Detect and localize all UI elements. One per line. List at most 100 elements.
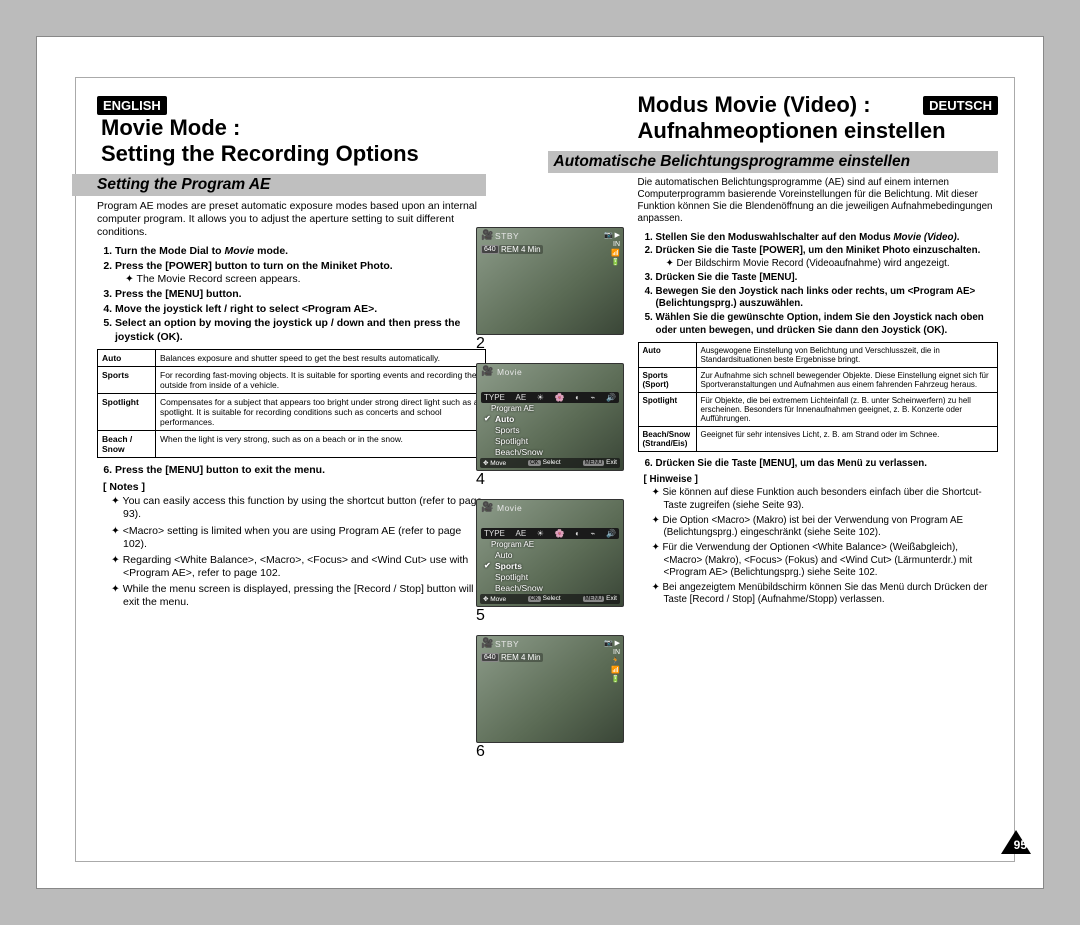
step2-sub: Der Bildschirm Movie Record (Videoaufnah…	[656, 258, 999, 271]
menu-items: AutoSportsSpotlightBeach/Snow	[481, 550, 619, 594]
camera-icon: 🎥	[481, 502, 493, 513]
camera-icon: 🎥	[481, 230, 493, 241]
camera-icon: 🎥	[481, 366, 493, 377]
mode-desc: Für Objekte, die bei extremem Lichteinfa…	[696, 392, 998, 426]
title-line2: Aufnahmeoptionen einstellen	[638, 118, 946, 143]
menu-overlay: TYPEAE☀🌸◐⌁🔊 Program AE AutoSportsSpotlig…	[481, 528, 619, 594]
right-osd-icons: 📷 ▶IN📶🔋	[604, 231, 620, 267]
menu-iconbar: TYPEAE☀🌸◐⌁🔊	[481, 392, 619, 403]
step2: Drücken Sie die Taste [POWER], um den Mi…	[656, 245, 999, 270]
menu-item: Spotlight	[481, 436, 619, 447]
ae-icon: AE	[516, 393, 527, 402]
note-item: Regarding <White Balance>, <Macro>, <Foc…	[111, 554, 486, 580]
subtitle-de: Automatische Belichtungsprogramme einste…	[554, 153, 911, 170]
fig-num-2: 2	[476, 335, 620, 353]
step1: Stellen Sie den Moduswahlschalter auf de…	[656, 232, 999, 245]
mode-desc: Balances exposure and shutter speed to g…	[156, 349, 486, 366]
right-osd-icons: 📷 ▶IN🏃📶🔋	[604, 639, 620, 684]
ae-icon: AE	[516, 529, 527, 538]
movie-label: Movie	[497, 367, 522, 377]
mode-name: Spotlight	[638, 392, 696, 426]
page-number: 95	[1014, 838, 1027, 852]
mode-desc: When the light is very strong, such as o…	[156, 430, 486, 457]
table-row: Beach / SnowWhen the light is very stron…	[98, 430, 486, 457]
note-item: <Macro> setting is limited when you are …	[111, 525, 486, 551]
note-item: While the menu screen is displayed, pres…	[111, 583, 486, 609]
notes-en: You can easily access this function by u…	[97, 495, 486, 609]
table-row: SpotlightFür Objekte, die bei extremem L…	[638, 392, 998, 426]
step2-sub: The Movie Record screen appears.	[115, 273, 486, 287]
menu-item: Auto	[481, 414, 619, 425]
menu-title: Program AE	[491, 540, 619, 549]
title-line1: Modus Movie (Video) :	[638, 92, 871, 117]
table-row: Beach/Snow (Strand/Eis)Geeignet für sehr…	[638, 426, 998, 451]
menu-item: Beach/Snow	[481, 447, 619, 458]
step3: Drücken Sie die Taste [MENU].	[656, 272, 999, 285]
mode-desc: Compensates for a subject that appears t…	[156, 393, 486, 430]
fig-num-5: 5	[476, 607, 620, 625]
mode-desc: For recording fast-moving objects. It is…	[156, 366, 486, 393]
menu-item: Auto	[481, 550, 619, 561]
rem-label: REM 4 Min	[499, 653, 543, 662]
steps-de-cont: Drücken Sie die Taste [MENU], um das Men…	[638, 458, 999, 471]
notes-de: Sie können auf diese Funktion auch beson…	[638, 487, 999, 606]
stby-label: STBY	[495, 639, 519, 649]
step6: Press the [MENU] button to exit the menu…	[115, 464, 486, 478]
table-row: AutoAusgewogene Einstellung von Belichtu…	[638, 342, 998, 367]
mode-name: Auto	[638, 342, 696, 367]
figure-5: 🎥 Movie TYPEAE☀🌸◐⌁🔊 Program AE AutoSport…	[476, 499, 620, 625]
camera-icon: 🎥	[481, 638, 493, 649]
menu-bottom-bar: ✥ Move OK Select MENU Exit	[480, 594, 620, 604]
subtitle-row-en: Setting the Program AE	[72, 174, 486, 196]
stby-label: STBY	[495, 231, 519, 241]
menu-overlay: TYPEAE☀🌸◐⌁🔊 Program AE AutoSportsSpotlig…	[481, 392, 619, 458]
notes-hdr-de: [ Hinweise ]	[644, 474, 999, 485]
title-line2: Setting the Recording Options	[101, 141, 419, 166]
mode-desc: Zur Aufnahme sich schnell bewegender Obj…	[696, 367, 998, 392]
figure-2: 🎥 STBY 640 REM 4 Min 📷 ▶IN📶🔋 2	[476, 227, 620, 353]
fig-num-4: 4	[476, 471, 620, 489]
notes-hdr-en: [ Notes ]	[103, 481, 486, 493]
step5: Wählen Sie die gewünschte Option, indem …	[656, 312, 999, 337]
menu-item: Sports	[481, 425, 619, 436]
menu-iconbar: TYPEAE☀🌸◐⌁🔊	[481, 528, 619, 539]
mode-name: Beach / Snow	[98, 430, 156, 457]
menu-item: Beach/Snow	[481, 583, 619, 594]
figure-6: 🎥 STBY 640 REM 4 Min 📷 ▶IN🏃📶🔋 6	[476, 635, 620, 761]
menu-items: AutoSportsSpotlightBeach/Snow	[481, 414, 619, 458]
step1: Turn the Mode Dial to Movie mode.	[115, 245, 486, 259]
modes-table-de: AutoAusgewogene Einstellung von Belichtu…	[638, 342, 999, 452]
mode-desc: Geeignet für sehr intensives Licht, z. B…	[696, 426, 998, 451]
steps-en: Turn the Mode Dial to Movie mode. Press …	[97, 245, 486, 344]
steps-en-cont: Press the [MENU] button to exit the menu…	[97, 464, 486, 478]
step5: Select an option by moving the joystick …	[115, 317, 486, 344]
step4: Bewegen Sie den Joystick nach links oder…	[656, 286, 999, 311]
note-item: Die Option <Macro> (Makro) ist bei der V…	[652, 515, 999, 539]
menu-item: Sports	[481, 561, 619, 572]
intro-de: Die automatischen Belichtungsprogramme (…	[638, 177, 999, 226]
rem-label: REM 4 Min	[499, 245, 543, 254]
subtitle-row-de: Automatische Belichtungsprogramme einste…	[548, 151, 999, 173]
menu-item: Spotlight	[481, 572, 619, 583]
manual-page: ENGLISH Movie Mode : Setting the Recordi…	[36, 36, 1044, 889]
mode-name: Beach/Snow (Strand/Eis)	[638, 426, 696, 451]
note-item: Bei angezeigtem Menübildschirm können Si…	[652, 582, 999, 606]
lang-badge-de: DEUTSCH	[923, 96, 998, 115]
menu-title: Program AE	[491, 404, 619, 413]
intro-en: Program AE modes are preset automatic ex…	[97, 200, 486, 239]
lang-badge-en: ENGLISH	[97, 96, 167, 115]
mode-name: Spotlight	[98, 393, 156, 430]
table-row: SpotlightCompensates for a subject that …	[98, 393, 486, 430]
step3: Press the [MENU] button.	[115, 288, 486, 302]
res-badge: 640	[481, 653, 499, 662]
mode-desc: Ausgewogene Einstellung von Belichtung u…	[696, 342, 998, 367]
modes-table-en: AutoBalances exposure and shutter speed …	[97, 349, 486, 458]
steps-de: Stellen Sie den Moduswahlschalter auf de…	[638, 232, 999, 338]
fig-num-6: 6	[476, 743, 620, 761]
note-item: You can easily access this function by u…	[111, 495, 486, 521]
res-badge: 640	[481, 245, 499, 254]
note-item: Für die Verwendung der Optionen <White B…	[652, 542, 999, 579]
subtitle-en: Setting the Program AE	[97, 176, 270, 193]
title-line1: Movie Mode :	[101, 115, 240, 140]
step4: Move the joystick left / right to select…	[115, 303, 486, 317]
